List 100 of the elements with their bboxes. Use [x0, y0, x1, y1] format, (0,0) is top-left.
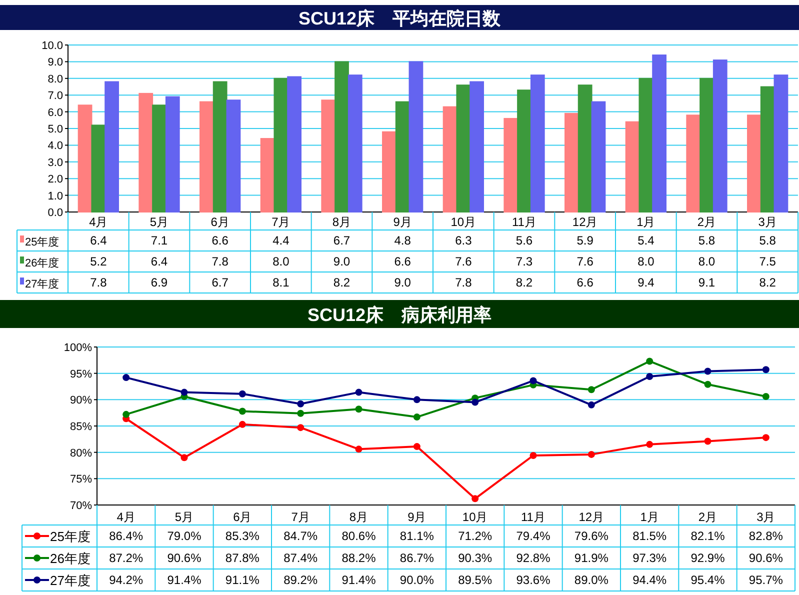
bar: [260, 138, 275, 212]
data-label: 93.6%: [516, 573, 551, 587]
data-label: 91.9%: [574, 551, 609, 565]
y-tick-label: 75%: [70, 474, 92, 486]
data-label: 7.8: [455, 276, 472, 290]
data-label: 6.6: [576, 276, 594, 290]
point: [704, 368, 712, 375]
point: [297, 424, 304, 432]
data-label: 6.9: [150, 276, 168, 290]
data-label: 79.0%: [167, 529, 202, 543]
bar: [138, 92, 154, 212]
y-tick-label: 5.0: [48, 124, 63, 136]
data-label: 89.2%: [284, 573, 318, 587]
data-label: 5.6: [516, 234, 533, 248]
bar: [442, 106, 458, 212]
bar: [774, 74, 788, 212]
point: [413, 396, 420, 404]
point: [472, 495, 479, 502]
x-tick-label: 2月: [697, 215, 716, 229]
y-tick-label: 85%: [70, 421, 92, 433]
data-label: 4.8: [394, 234, 412, 248]
data-label: 9.0: [333, 254, 350, 268]
bar: [470, 81, 484, 212]
data-label: 92.9%: [690, 551, 726, 565]
y-tick-label: 3.0: [48, 156, 63, 169]
bar: [652, 54, 666, 212]
bar: [408, 61, 424, 212]
bar: [78, 104, 92, 212]
x-tick-label: 3月: [758, 215, 777, 229]
data-label: 5.8: [698, 234, 716, 248]
data-label: 79.4%: [516, 529, 551, 543]
bar: [334, 61, 349, 212]
data-label: 90.3%: [458, 551, 492, 565]
data-label: 7.1: [150, 234, 168, 248]
x-tick-label: 6月: [210, 215, 230, 229]
point: [297, 400, 304, 408]
bar: [578, 84, 592, 212]
legend-label: 27年度: [50, 573, 90, 588]
data-label: 85.3%: [225, 529, 260, 543]
y-tick-label: 0.0: [48, 207, 63, 219]
data-label: 90.0%: [400, 573, 434, 587]
data-label: 90.6%: [167, 551, 202, 565]
point: [238, 390, 246, 398]
y-tick-label: 90%: [70, 394, 92, 407]
data-label: 5.4: [638, 234, 655, 248]
x-tick-label: 10月: [450, 215, 476, 229]
bar: [530, 74, 545, 212]
x-tick-label: 4月: [89, 215, 108, 229]
y-tick-label: 9.0: [48, 56, 63, 69]
data-label: 6.4: [90, 234, 108, 248]
point: [180, 388, 188, 396]
bar: [395, 101, 410, 212]
bar: [382, 131, 396, 212]
data-label: 89.0%: [574, 573, 609, 587]
point: [588, 401, 595, 408]
x-tick-label: 7月: [291, 510, 310, 524]
bar: [517, 90, 532, 212]
bar: [104, 81, 119, 212]
bar: [456, 84, 471, 212]
x-tick-label: 5月: [150, 215, 169, 229]
bar: [760, 86, 775, 212]
data-label: 91.4%: [342, 573, 376, 587]
data-label: 8.1: [272, 276, 290, 290]
point: [762, 366, 770, 374]
data-label: 97.3%: [632, 551, 667, 565]
y-tick-label: 1.0: [48, 190, 63, 202]
point: [646, 372, 654, 380]
bar: [504, 118, 518, 212]
data-label: 91.1%: [225, 573, 260, 587]
data-label: 92.8%: [516, 551, 551, 565]
data-label: 5.2: [90, 254, 108, 268]
data-label: 6.4: [150, 254, 168, 268]
y-tick-label: 70%: [70, 500, 92, 512]
y-tick-label: 10.0: [42, 40, 63, 52]
point: [355, 446, 362, 453]
x-tick-label: 11月: [512, 215, 536, 229]
y-tick-label: 8.0: [48, 73, 63, 86]
point: [530, 452, 537, 459]
data-label: 8.2: [759, 276, 776, 290]
point: [122, 410, 130, 418]
point: [704, 380, 712, 388]
point: [180, 454, 188, 462]
data-label: 95.4%: [690, 573, 726, 587]
bar: [226, 100, 241, 212]
data-label: 87.2%: [109, 551, 144, 565]
point: [355, 406, 362, 413]
x-tick-label: 6月: [233, 510, 252, 524]
y-tick-label: 2.0: [48, 174, 63, 186]
point: [762, 393, 770, 400]
legend-label: 26年度: [50, 551, 90, 566]
bar: [152, 104, 166, 212]
data-label: 7.3: [516, 254, 533, 268]
data-label: 82.8%: [748, 529, 784, 543]
bar: [591, 101, 606, 212]
data-label: 5.9: [576, 234, 594, 248]
point: [238, 420, 246, 428]
legend-label: 27年度: [25, 278, 60, 290]
point: [588, 450, 595, 458]
data-label: 8.0: [638, 254, 655, 268]
y-tick-label: 80%: [70, 447, 92, 460]
